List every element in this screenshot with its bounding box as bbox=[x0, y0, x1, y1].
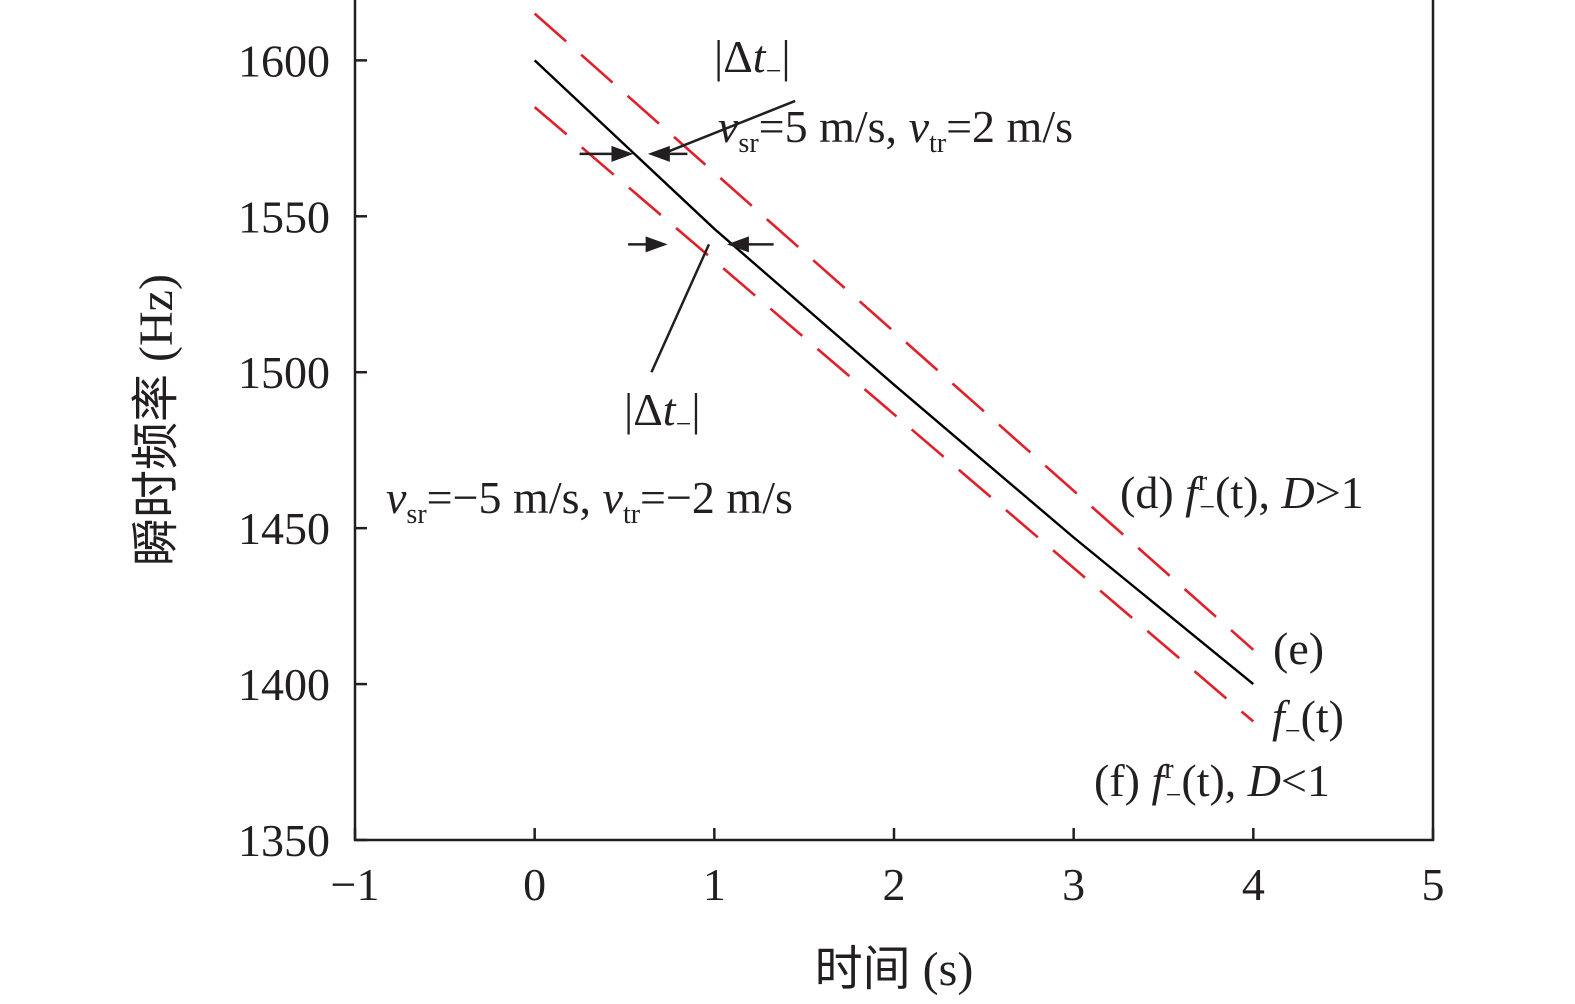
arrow-upper-left-head bbox=[647, 145, 670, 162]
delta-t-label-lower: |Δt−| bbox=[624, 384, 701, 440]
y-tick-label: 1450 bbox=[238, 503, 330, 554]
label-f-minus: f−(t) bbox=[1272, 691, 1344, 747]
x-tick-label: 2 bbox=[883, 859, 906, 910]
label-f: (f) fr −(t), D<1 bbox=[1094, 754, 1330, 811]
y-tick-label: 1600 bbox=[238, 35, 330, 86]
delta-t-label-upper: |Δt−| bbox=[714, 31, 791, 87]
y-axis-title: 瞬时频率 (Hz) bbox=[130, 274, 183, 566]
y-tick-label: 1550 bbox=[238, 191, 330, 242]
x-tick-label: 3 bbox=[1062, 859, 1085, 910]
ticks: −1 0 1 2 3 4 5 1350 1400 1450 1500 1550 1600 bbox=[238, 35, 1445, 910]
label-d: (d) fr −(t), D>1 bbox=[1120, 466, 1364, 523]
arrow-lower-right-head bbox=[645, 236, 668, 253]
x-tick-label: 5 bbox=[1422, 859, 1445, 910]
series bbox=[533, 12, 1255, 723]
x-axis-title: 时间 (s) bbox=[815, 943, 974, 996]
x-tick-label: 4 bbox=[1242, 859, 1265, 910]
delta-leader-lower bbox=[650, 243, 711, 373]
arrow-upper-right-head bbox=[611, 145, 634, 162]
x-tick-label: −1 bbox=[331, 859, 380, 910]
series-line-0 bbox=[533, 59, 1255, 686]
speed-label-upper: vsr=5 m/s, vtr=2 m/s bbox=[718, 101, 1073, 159]
delta-leader-upper bbox=[661, 99, 796, 156]
x-tick-label: 1 bbox=[703, 859, 726, 910]
series-line-2 bbox=[533, 106, 1255, 723]
label-e: (e) bbox=[1273, 623, 1324, 674]
y-tick-label: 1400 bbox=[238, 659, 330, 710]
speed-label-lower: vsr=−5 m/s, vtr=−2 m/s bbox=[386, 472, 793, 530]
arrow-lower-left-head bbox=[726, 236, 749, 253]
series-line-1 bbox=[533, 12, 1255, 651]
annotations bbox=[579, 99, 796, 373]
y-tick-label: 1500 bbox=[238, 347, 330, 398]
y-tick-label: 1350 bbox=[238, 815, 330, 866]
x-tick-label: 0 bbox=[523, 859, 546, 910]
